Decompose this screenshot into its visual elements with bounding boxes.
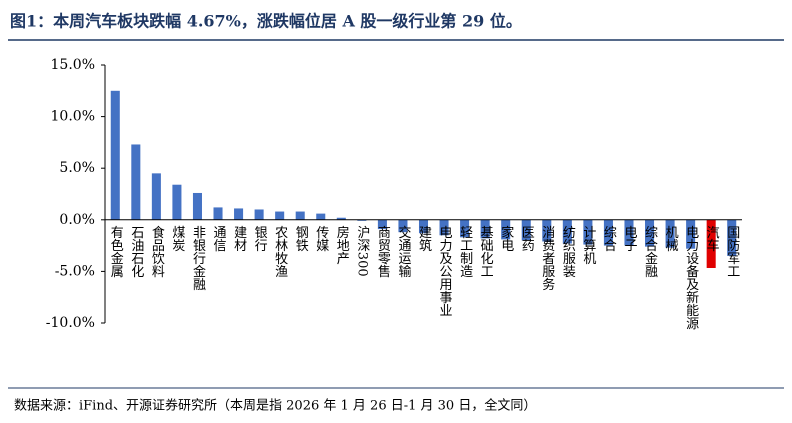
x-tick-label: 医药: [519, 226, 535, 252]
bar: [213, 207, 223, 220]
x-tick-label: 综合: [601, 226, 617, 252]
bar: [439, 219, 449, 236]
x-tick-label: 有色金属: [108, 226, 124, 279]
x-tick-label: 农林牧渔: [272, 226, 288, 278]
bar: [110, 90, 120, 220]
bar: [460, 219, 470, 238]
bar: [686, 219, 696, 249]
x-tick-label: 基础化工: [478, 226, 494, 278]
x-tick-label: 计算机: [580, 226, 596, 266]
x-tick-label: 煤炭: [169, 226, 185, 253]
source-note: 数据来源：iFind、开源证券研究所（本周是指 2026 年 1 月 26 日-…: [14, 398, 536, 414]
y-tick-label: 5.0%: [59, 160, 95, 176]
x-tick-label: 钢铁: [293, 226, 309, 252]
x-tick-label: 消费者服务: [539, 226, 555, 291]
x-tick-label: 通信: [211, 226, 227, 252]
bar: [275, 211, 285, 220]
bar: [521, 219, 531, 241]
bar: [254, 209, 264, 220]
bar: [480, 219, 490, 239]
bar: [357, 219, 367, 221]
x-tick-label: 房地产: [334, 225, 350, 266]
bar: [624, 219, 634, 246]
bar: [295, 211, 305, 220]
bar: [583, 219, 593, 245]
bar: [501, 219, 511, 240]
bar: [665, 219, 675, 248]
x-tick-label: 建材: [231, 226, 247, 252]
x-tick-label: 石油石化: [128, 226, 144, 279]
bar: [727, 219, 737, 256]
y-tick-label: -10.0%: [46, 315, 95, 331]
x-tick-label: 建筑: [416, 226, 432, 253]
x-tick-label: 电力及公用事业: [437, 226, 453, 317]
bar: [398, 219, 408, 233]
x-tick-label: 汽车: [704, 226, 720, 252]
bar: [234, 208, 244, 220]
x-tick-label: 食品饮料: [149, 225, 165, 278]
x-tick-label: 轻工制造: [457, 226, 473, 279]
x-tick-label: 电子: [621, 226, 637, 252]
y-tick-label: -5.0%: [55, 263, 95, 279]
bar: [542, 219, 552, 242]
x-tick-label: 商贸零售: [375, 226, 391, 278]
bar: [316, 213, 326, 220]
x-tick-label: 综合金融: [642, 226, 658, 278]
bar: [151, 173, 161, 220]
y-tick-label: 15.0%: [51, 57, 95, 73]
x-tick-label: 国防军工: [724, 226, 740, 278]
x-tick-label: 电力设备及新能源: [683, 226, 699, 330]
y-tick-label: 10.0%: [51, 109, 95, 125]
bar: [645, 219, 655, 247]
x-tick-label: 机械: [663, 226, 679, 252]
bar: [706, 219, 716, 268]
x-tick-label: 沪深300: [354, 225, 370, 276]
bar: [603, 219, 613, 246]
x-tick-label: 交通运输: [395, 225, 411, 278]
x-tick-label: 家电: [498, 225, 514, 252]
bar: [336, 217, 346, 220]
x-tick-label: 银行: [252, 226, 268, 253]
bar: [377, 219, 387, 230]
y-tick-label: 0.0%: [59, 212, 95, 228]
x-tick-label: 纺织服装: [560, 226, 576, 278]
bar: [192, 192, 202, 220]
bar: [172, 184, 182, 220]
x-tick-label: 传媒: [313, 226, 329, 252]
x-tick-label: 非银行金融: [190, 226, 206, 291]
bar: [562, 219, 572, 244]
bar: [131, 144, 141, 220]
chart-title: 图1：本周汽车板块跌幅 4.67%，涨跌幅位居 A 股一级行业第 29 位。: [10, 12, 522, 31]
bar: [418, 219, 429, 234]
